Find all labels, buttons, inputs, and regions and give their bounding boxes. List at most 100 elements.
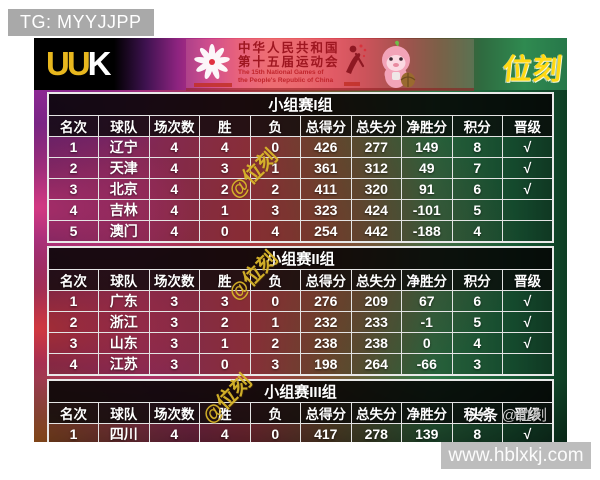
games-cell: 4	[148, 178, 200, 200]
wins-cell: 0	[199, 220, 251, 243]
banner-center-plate	[186, 39, 474, 91]
table-row: 1 四川 4 4 0 417 278 139 8 √	[47, 423, 554, 442]
points-for-cell: 232	[300, 311, 352, 333]
badminton-player-pictogram-icon	[340, 42, 368, 80]
qualified-cell: √	[502, 157, 554, 179]
group-title: 小组赛III组	[47, 379, 554, 403]
points-cell: 6	[451, 178, 503, 200]
rank-cell: 3	[47, 178, 99, 200]
games-cell: 4	[148, 157, 200, 179]
tg-badge-label: TG: MYYJJPP	[20, 12, 142, 32]
points-for-cell: 238	[300, 332, 352, 354]
wins-cell: 4	[199, 136, 251, 158]
qualified-cell: √	[502, 332, 554, 354]
games-cell: 4	[148, 220, 200, 243]
points-against-cell: 209	[350, 290, 402, 312]
column-header: 场次数	[148, 402, 200, 424]
table-row: 4 江苏 3 0 3 198 264 -66 3	[47, 353, 554, 376]
table-row: 3 山东 3 1 2 238 238 0 4 √	[47, 332, 554, 354]
losses-cell: 2	[249, 332, 301, 354]
pictogram-caption-bar	[344, 82, 360, 86]
banner-title-en-1: The 15th National Games of	[238, 69, 324, 76]
qualified-cell	[502, 353, 554, 376]
column-header: 总失分	[350, 115, 402, 137]
rank-cell: 1	[47, 290, 99, 312]
wins-cell: 2	[199, 178, 251, 200]
rank-cell: 2	[47, 157, 99, 179]
group-table: 小组赛III组 名次 球队 场次数胜负总得分 总失分 净胜分 积分 晋级 1 四川 4 4 0 417 27…	[47, 379, 554, 442]
wins-cell: 2	[199, 311, 251, 333]
points-for-cell: 417	[300, 423, 352, 442]
point-diff-cell: 49	[401, 157, 453, 179]
points-for-cell: 198	[300, 353, 352, 376]
point-diff-cell: 139	[401, 423, 453, 442]
points-cell: 8	[451, 136, 503, 158]
banner-title-cn-2: 第十五届运动会	[238, 54, 340, 69]
table-row: 2 天津 4 3 1 361 312 49 7 √	[47, 157, 554, 179]
point-diff-cell: 91	[401, 178, 453, 200]
point-diff-cell: -101	[401, 199, 453, 221]
points-cell: 4	[451, 332, 503, 354]
team-cell: 江苏	[98, 353, 150, 376]
table-row: 1 广东 3 3 0 276 209 67 6 √	[47, 290, 554, 312]
points-cell: 4	[451, 220, 503, 243]
wins-cell: 3	[199, 290, 251, 312]
losses-cell: 1	[249, 311, 301, 333]
losses-cell: 4	[249, 220, 301, 243]
column-header: 积分	[451, 115, 503, 137]
points-cell: 6	[451, 290, 503, 312]
point-diff-cell: -188	[401, 220, 453, 243]
emblem-caption-bar	[194, 83, 232, 87]
column-header: 负	[249, 115, 301, 137]
team-cell: 天津	[98, 157, 150, 179]
points-cell: 8	[451, 423, 503, 442]
wins-cell: 1	[199, 199, 251, 221]
column-header: 胜	[199, 115, 251, 137]
mascot-icon	[368, 40, 426, 90]
table-row: 5 澳门 4 0 4 254 442 -188 4	[47, 220, 554, 243]
points-for-cell: 323	[300, 199, 352, 221]
rank-cell: 3	[47, 332, 99, 354]
points-cell: 5	[451, 311, 503, 333]
table-row: 3 北京 4 2 2 411 320 91 6 √	[47, 178, 554, 200]
team-cell: 四川	[98, 423, 150, 442]
banner-titles: 中华人民共和国 第十五届运动会 The 15th National Games …	[238, 41, 366, 84]
tg-badge: TG: MYYJJPP	[8, 9, 154, 36]
points-for-cell: 426	[300, 136, 352, 158]
toutiao-watermark: 头条 @位刻	[468, 404, 547, 425]
point-diff-cell: -1	[401, 311, 453, 333]
column-header: 晋级	[502, 269, 554, 291]
qualified-cell	[502, 220, 554, 243]
losses-cell: 1	[249, 157, 301, 179]
column-header: 球队	[98, 115, 150, 137]
points-for-cell: 361	[300, 157, 352, 179]
column-header: 球队	[98, 269, 150, 291]
column-header: 名次	[47, 269, 99, 291]
wins-cell: 0	[199, 353, 251, 376]
qualified-cell: √	[502, 290, 554, 312]
uuk-logo-white: K	[87, 45, 112, 82]
points-for-cell: 254	[300, 220, 352, 243]
column-header: 总失分	[350, 402, 402, 424]
group-tables: 小组赛I组 名次 球队 场次数胜负总得分 总失分 净胜分 积分 晋级 1 辽宁 4 4 0 426 277 1…	[34, 90, 567, 442]
group-title: 小组赛I组	[47, 92, 554, 116]
points-for-cell: 276	[300, 290, 352, 312]
points-against-cell: 312	[350, 157, 402, 179]
points-against-cell: 277	[350, 136, 402, 158]
column-header: 净胜分	[401, 269, 453, 291]
banner-title-cn-1: 中华人民共和国	[238, 41, 340, 55]
column-header: 积分	[451, 402, 503, 424]
site-badge-label: www.hblxkj.com	[448, 445, 584, 466]
column-header: 负	[249, 269, 301, 291]
losses-cell: 0	[249, 423, 301, 442]
rank-cell: 2	[47, 311, 99, 333]
table-row: 4 吉林 4 1 3 323 424 -101 5	[47, 199, 554, 221]
column-header: 负	[249, 402, 301, 424]
column-header: 总失分	[350, 269, 402, 291]
points-against-cell: 278	[350, 423, 402, 442]
team-cell: 辽宁	[98, 136, 150, 158]
qualified-cell	[502, 199, 554, 221]
standings-poster: UUK	[34, 38, 567, 442]
column-header: 晋级	[502, 402, 554, 424]
